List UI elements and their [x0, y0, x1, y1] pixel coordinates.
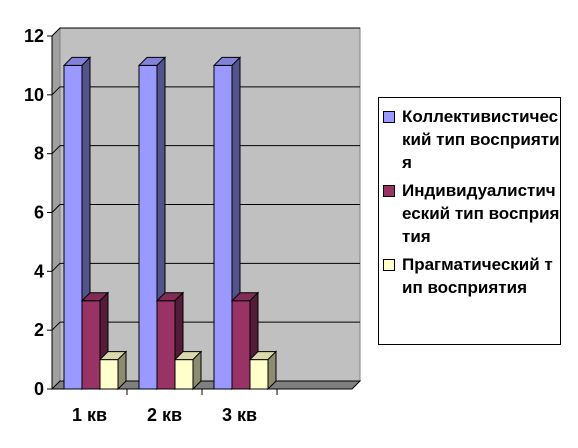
y-tick-label: 4: [34, 261, 44, 281]
legend-label-individualist: Индивидуалистический тип восприятия: [402, 181, 560, 246]
legend-item-pragmatic: Прагматический тип восприятия: [383, 253, 560, 299]
x-tick-labels: 1 кв 2 кв 3 кв: [72, 405, 257, 425]
y-tick-labels: 0 2 4 6 8 10 12: [24, 26, 44, 399]
bar-side: [192, 350, 202, 391]
bar-front: [138, 64, 158, 390]
bar: [98, 350, 128, 391]
bar: [173, 350, 203, 391]
legend-item-collectivist: Коллективистический тип восприятия: [383, 105, 560, 174]
legend-label-collectivist: Коллективистический тип восприятия: [402, 107, 560, 172]
bar: [248, 350, 278, 391]
bar-front: [99, 359, 119, 390]
y-tick-label: 12: [24, 26, 44, 46]
bar-side: [267, 350, 277, 391]
y-tick-label: 0: [34, 379, 44, 399]
legend-swatch-collectivist: [383, 111, 395, 123]
gridline-diagonal: [51, 145, 61, 155]
gridline-diagonal: [51, 27, 61, 37]
y-tick-label: 8: [34, 144, 44, 164]
bar-front: [63, 64, 83, 390]
y-tick-label: 2: [34, 320, 44, 340]
legend-item-individualist: Индивидуалистический тип восприятия: [383, 179, 560, 248]
bars: [62, 56, 278, 391]
legend-label-pragmatic: Прагматический тип восприятия: [402, 255, 553, 297]
bar-front: [213, 64, 233, 390]
bar-front: [81, 300, 101, 390]
legend-swatch-individualist: [383, 185, 395, 197]
bar-front: [231, 300, 251, 390]
x-tick-label: 2 кв: [147, 405, 182, 425]
x-tick-label: 3 кв: [222, 405, 257, 425]
legend-swatch-pragmatic: [383, 259, 395, 271]
bar-front: [249, 359, 269, 390]
gridlines: [51, 27, 360, 331]
gridline-diagonal: [51, 321, 61, 331]
gridline-diagonal: [51, 204, 61, 213]
legend: Коллективистический тип восприятия Индив…: [378, 97, 561, 345]
x-tick-label: 1 кв: [72, 405, 107, 425]
gridline-diagonal: [51, 86, 61, 96]
y-tick-label: 10: [24, 85, 44, 105]
bar-front: [174, 359, 194, 390]
gridline-diagonal: [51, 262, 61, 272]
bar-front: [156, 300, 176, 390]
y-tick-label: 6: [34, 203, 44, 223]
bar-side: [117, 350, 127, 391]
